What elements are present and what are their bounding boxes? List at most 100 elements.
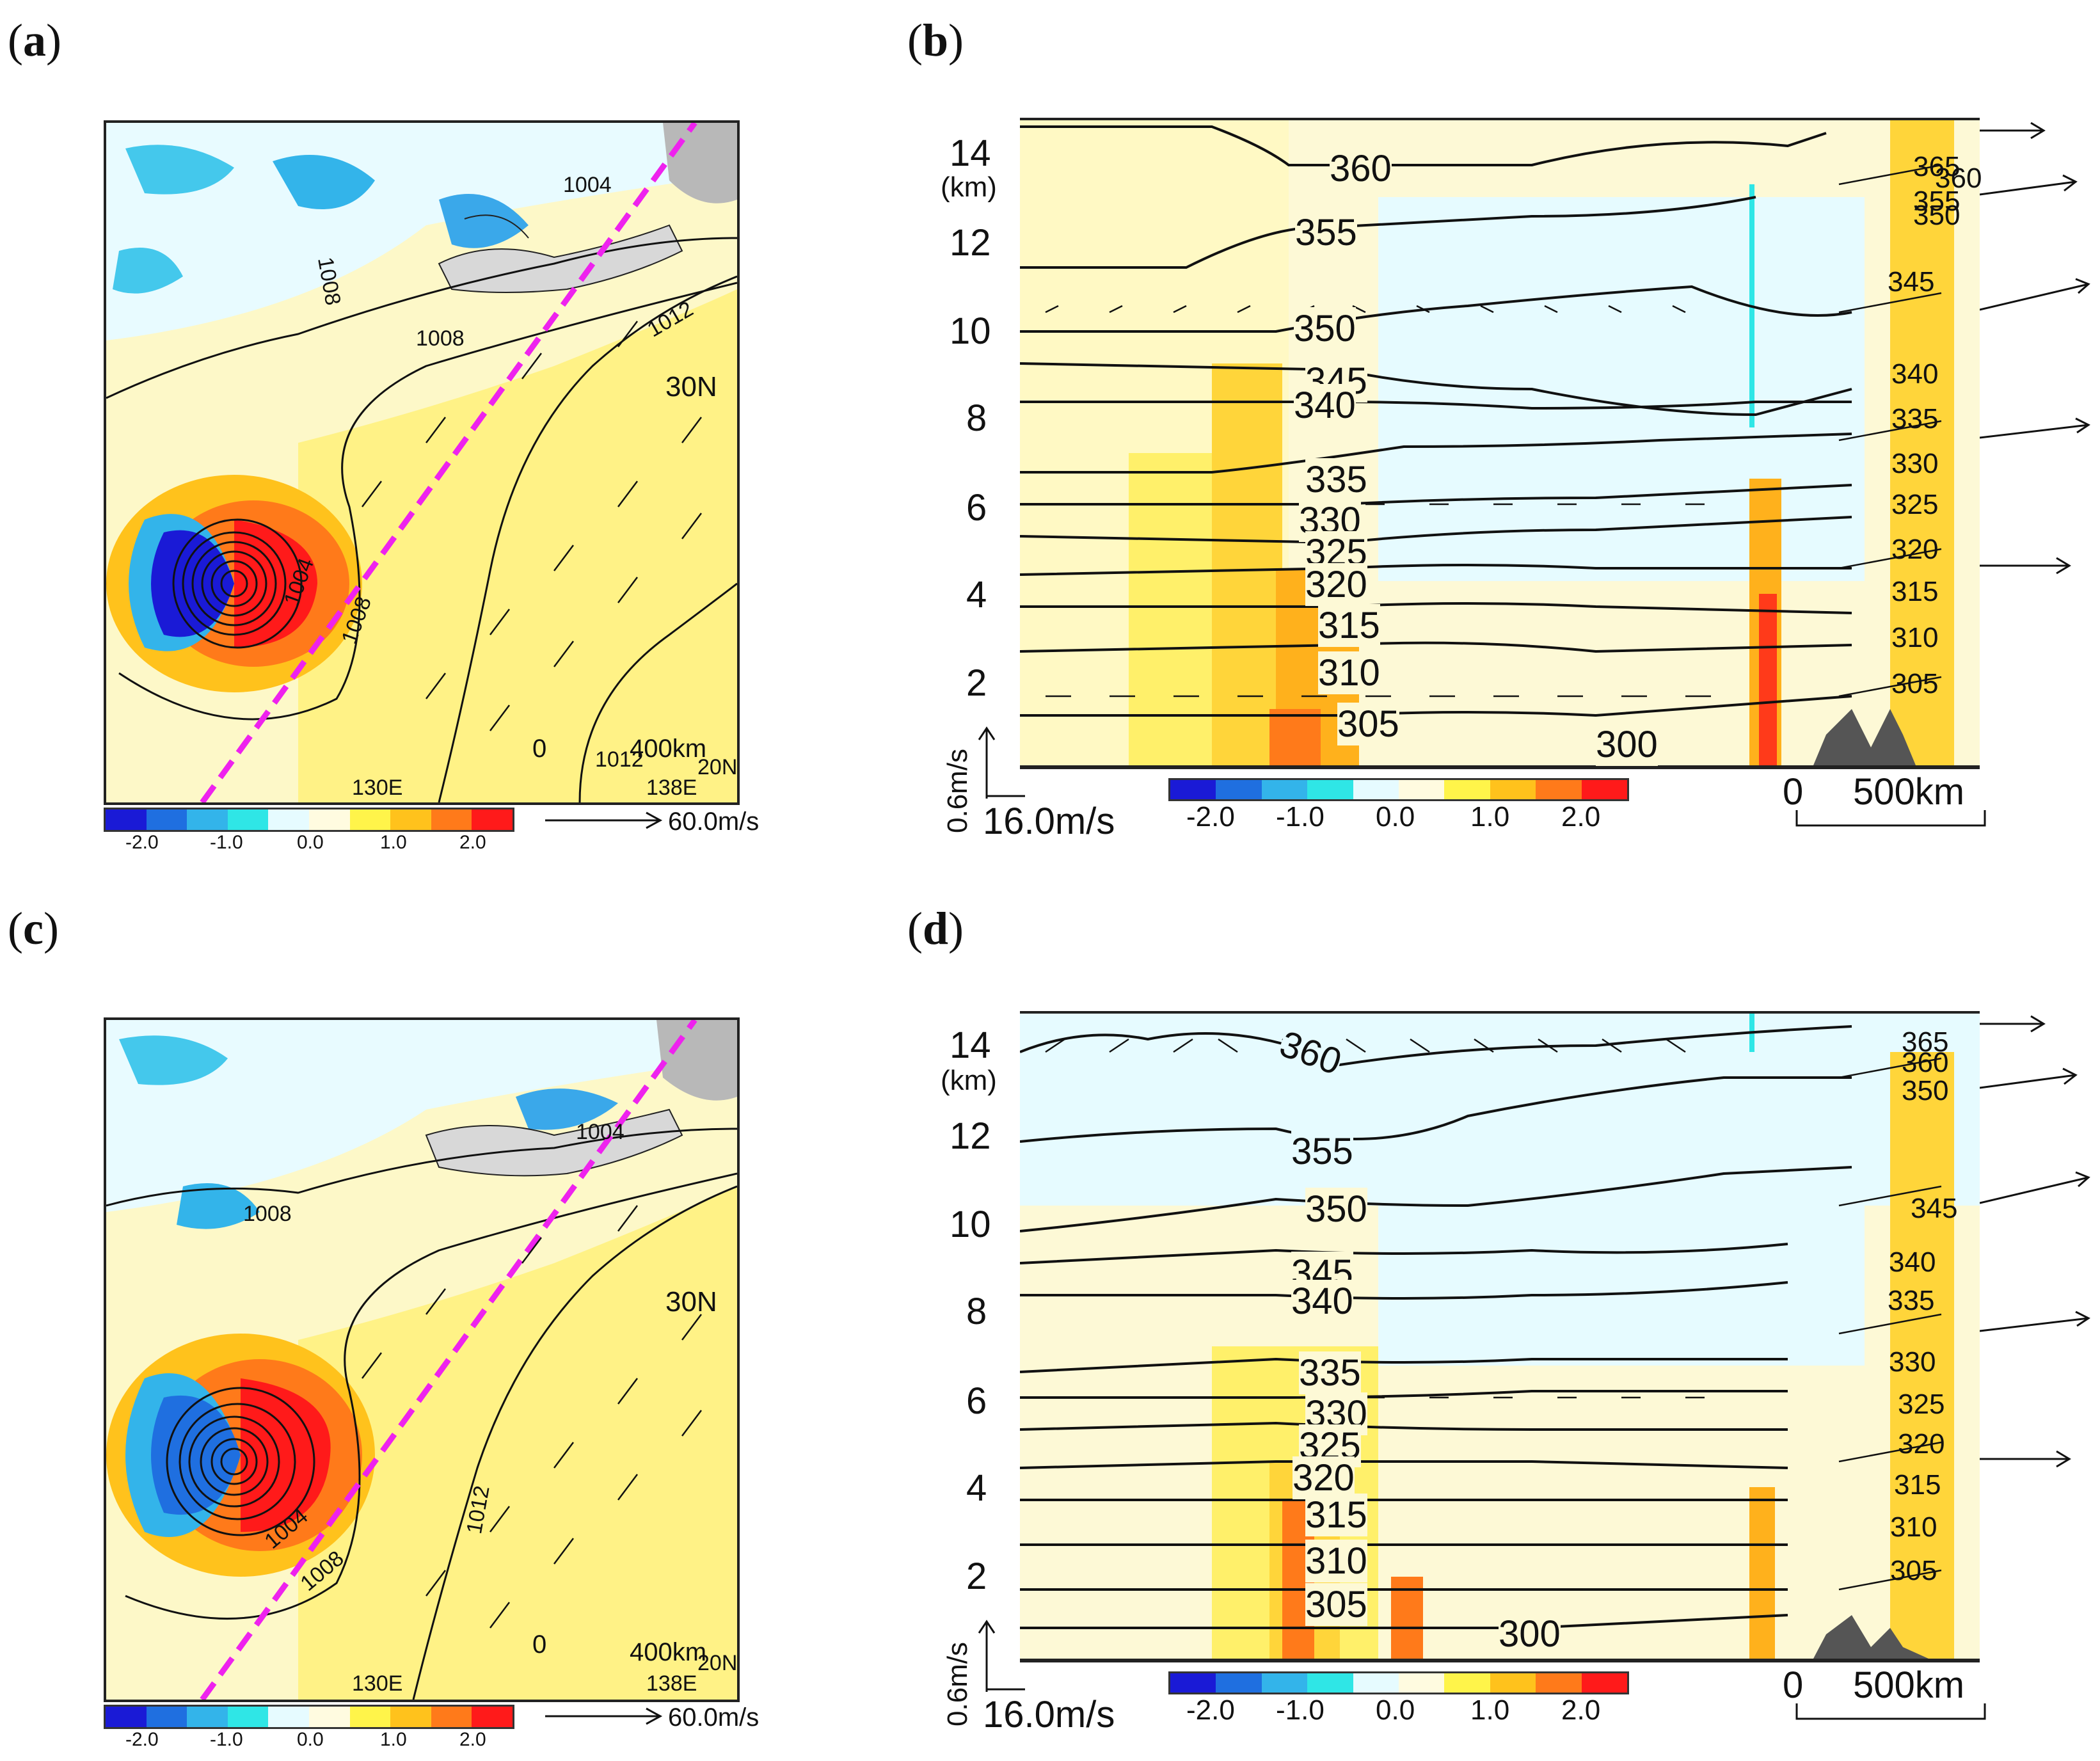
section-d-theta-label-right: 305 [1890,1555,1937,1586]
map-c-lat-label: 30N [665,1286,717,1318]
map-a-lon-label1: 130E [352,776,403,800]
section-b-theta-label-right: 345 [1888,266,1935,298]
cbar-b-tick: 1.0 [1470,801,1510,833]
section-d-theta-label: 335 [1299,1351,1361,1394]
section-d-theta-label-right: 365 [1902,1026,1949,1058]
cbar-swatch [1353,780,1399,799]
section-d-theta-label-right: 340 [1889,1247,1936,1278]
section-d-vert-ref: 0.6m/s [942,1641,973,1726]
cbar-swatch [1307,1673,1353,1693]
section-b-theta-label: 350 [1294,307,1356,350]
cbar-swatch [431,809,472,830]
cbar-c-tick: 0.0 [297,1729,324,1750]
section-b-theta-label-right: 305 [1891,668,1939,699]
cbar-a-tick: 0.0 [297,832,324,853]
cbar-swatch [106,1707,147,1727]
section-d-theta-label-right: 360 [1902,1047,1949,1078]
map-a-plot [106,123,737,802]
map-c-isobar-label: 1008 [243,1202,292,1226]
cbar-swatch [187,809,228,830]
section-b-theta-label: 335 [1305,458,1367,501]
section-d-ytick: 12 [950,1115,991,1157]
map-a-scale-text: 400km [630,735,707,763]
section-b-theta-label: 300 [1596,723,1658,766]
cbar-swatch [1444,1673,1490,1693]
section-b-theta-label: 340 [1294,384,1356,427]
section-d-theta-label-right: 315 [1894,1469,1941,1501]
cbar-a-tick: 2.0 [459,832,486,853]
section-d-theta-label: 315 [1305,1494,1367,1536]
section-b-yunit: (km) [941,171,997,203]
cbar-swatch [349,1707,391,1727]
cbar-swatch [1399,780,1445,799]
cbar-b-tick: 0.0 [1376,801,1415,833]
cbar-swatch [1170,780,1216,799]
section-b-theta-label: 305 [1337,703,1399,745]
cbar-a-tick: 1.0 [380,832,407,853]
cbar-swatch [349,809,391,830]
cbar-swatch [1444,780,1490,799]
cbar-swatch [268,809,309,830]
section-b-theta-label: 355 [1295,211,1357,254]
section-b-theta-label-right: 330 [1891,448,1939,479]
cbar-d-tick: 1.0 [1470,1694,1510,1726]
section-d-theta-label: 310 [1305,1540,1367,1582]
cbar-swatch [1261,1673,1308,1693]
section-d-theta-label: 355 [1291,1130,1353,1173]
map-a-vector-ref: 60.0m/s [668,808,760,836]
cbar-swatch [1581,780,1628,799]
cbar-swatch [1536,1673,1582,1693]
map-c-scale-zero: 0 [532,1630,547,1659]
section-b-theta-label: 315 [1318,604,1380,647]
cbar-c-tick: 2.0 [459,1729,486,1750]
section-b-theta-label-right: 335 [1891,403,1939,434]
section-b-theta-label-right: 360 [1935,163,1982,194]
cbar-d-tick: -2.0 [1186,1694,1235,1726]
cbar-swatch [146,809,187,830]
section-b-theta-label-right: 355 [1913,186,1961,217]
section-d-theta-label: 305 [1305,1583,1367,1626]
section-d-theta-label: 340 [1291,1280,1353,1323]
section-b-ytick: 10 [950,310,991,352]
panel-label-a: (a) [8,15,61,66]
section-b-theta-label-right: 365 [1913,151,1961,182]
section-d-theta-label-right: 335 [1888,1285,1935,1316]
cbar-swatch [1490,780,1536,799]
section-b-horiz-ref: 16.0m/s [983,801,1115,842]
section-b-theta-label-right: 315 [1891,576,1939,607]
map-c-scale-text: 400km [630,1638,707,1666]
map-c-plot [106,1020,737,1700]
section-d-scale-bar [1795,1703,1986,1720]
cbar-swatch [472,809,513,830]
section-d-colorbar [1168,1671,1629,1694]
section-d-theta-label-right: 310 [1890,1511,1937,1543]
cbar-swatch [1536,780,1582,799]
section-b-theta-label: 360 [1330,147,1392,190]
map-a-colorbar [104,808,514,832]
cbar-b-tick: 2.0 [1561,801,1601,833]
map-c-vector-ref: 60.0m/s [668,1703,760,1732]
panel-label-c: (c) [8,903,59,954]
panel-label-d: (d) [907,903,964,954]
section-b-frame [1020,118,1980,769]
section-b-ytick: 6 [966,487,987,529]
cbar-swatch [390,809,431,830]
cbar-a-tick: -1.0 [210,832,243,853]
map-a-isobar-label: 1004 [563,173,612,197]
cbar-swatch [1261,780,1308,799]
section-b-colorbar [1168,778,1629,801]
cbar-swatch [1490,1673,1536,1693]
cbar-swatch [472,1707,513,1727]
section-d-theta-label: 320 [1293,1456,1355,1499]
section-b-ytick: 4 [966,574,987,616]
section-d-ytick: 8 [966,1291,987,1332]
map-a-lat-label: 30N [665,371,717,402]
map-c-lon-label1: 130E [352,1671,403,1696]
section-d-frame [1020,1011,1980,1662]
section-b-theta-label: 310 [1318,651,1380,694]
section-b-scale-text: 500km [1853,771,1965,813]
cbar-swatch [106,809,147,830]
section-d-ytick: 14 [950,1024,991,1066]
cbar-c-tick: -2.0 [125,1729,159,1750]
cbar-swatch [308,1707,350,1727]
